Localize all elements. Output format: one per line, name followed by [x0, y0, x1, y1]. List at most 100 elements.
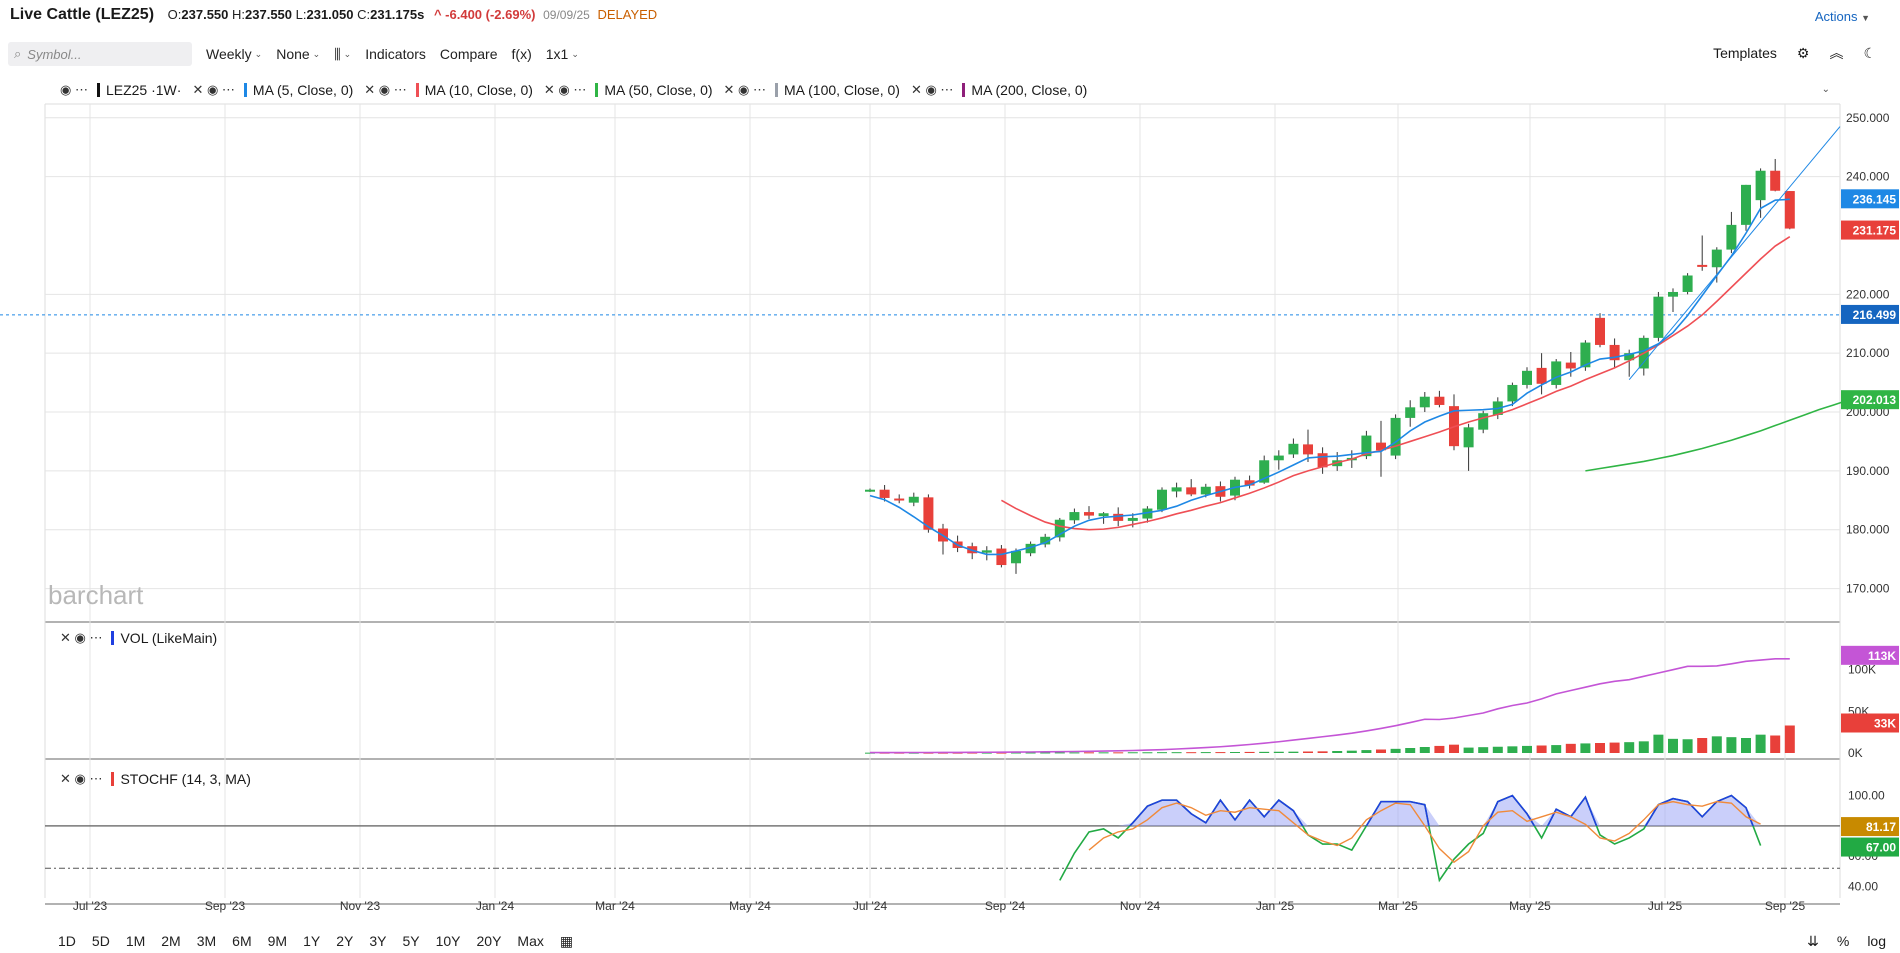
legend-ma50[interactable]: MA (50, Close, 0) — [604, 82, 713, 98]
ma50-price-tag: 202.013 — [1853, 393, 1897, 407]
none-dropdown[interactable]: None ⌄ — [276, 46, 320, 62]
indicators-button[interactable]: Indicators — [365, 46, 426, 62]
gear-icon[interactable]: ⚙ — [1796, 44, 1810, 61]
log-toggle[interactable]: log — [1867, 933, 1886, 949]
stoch-k-overbought-line — [1128, 794, 1754, 826]
candle-body — [1580, 342, 1591, 368]
range-button-6m[interactable]: 6M — [232, 933, 252, 949]
range-button-5y[interactable]: 5Y — [402, 933, 420, 949]
legend-ma10[interactable]: MA (10, Close, 0) — [424, 82, 533, 98]
volume-ma-tag-bg — [1841, 645, 1899, 665]
main-legend: ◉ ⋯ LEZ25 ·1W· ✕ ◉ ⋯ MA (5, Close, 0) ✕ … — [60, 82, 1087, 98]
x-tick-label: Jan '25 — [1256, 899, 1295, 913]
legend-ma200[interactable]: MA (200, Close, 0) — [971, 82, 1088, 98]
candle-body — [1770, 170, 1781, 191]
price-tick-label: 210.000 — [1846, 346, 1890, 360]
range-button-20y[interactable]: 20Y — [476, 933, 502, 949]
actions-menu[interactable]: Actions ▼ — [1815, 9, 1870, 24]
symbol-title[interactable]: Live Cattle (LEZ25) — [10, 6, 155, 23]
calendar-icon[interactable]: ▦ — [559, 933, 574, 949]
ma10-swatch — [415, 83, 419, 97]
legend-volume[interactable]: VOL (LikeMain) — [120, 630, 218, 646]
collapse-icon[interactable]: ︽ — [1829, 45, 1844, 61]
eye-icon[interactable]: ◉ ⋯ — [60, 82, 88, 97]
indicators-label: Indicators — [365, 46, 426, 62]
symbol-search-input[interactable]: ⌕ Symbol... — [8, 42, 192, 66]
chart-background — [0, 68, 1900, 928]
compare-button[interactable]: Compare — [440, 46, 498, 62]
layout-dropdown[interactable]: 1x1 ⌄ — [546, 46, 579, 62]
close-icon[interactable]: ✕ ◉ ⋯ — [192, 82, 235, 97]
range-button-1d[interactable]: 1D — [58, 933, 76, 949]
range-button-2y[interactable]: 2Y — [336, 933, 354, 949]
range-button-9m[interactable]: 9M — [267, 933, 288, 949]
range-button-5d[interactable]: 5D — [91, 933, 110, 949]
candle-body — [1741, 184, 1751, 225]
x-tick-label: Jul '24 — [853, 899, 888, 913]
volume-bar — [1346, 750, 1357, 753]
legend-ma5[interactable]: MA (5, Close, 0) — [252, 82, 354, 98]
chart-canvas[interactable]: 170.000180.000190.000200.000210.000220.0… — [0, 68, 1900, 928]
candle-body — [879, 489, 890, 498]
open-label: O: — [167, 7, 182, 22]
volume-bar — [1025, 752, 1036, 754]
volume-bar — [1171, 752, 1182, 754]
stoch-d-tag-bg — [1841, 817, 1899, 837]
chevron-down-icon: ⌄ — [571, 48, 579, 59]
range-button-3y[interactable]: 3Y — [369, 933, 387, 949]
candle-body — [1098, 513, 1109, 517]
function-button[interactable]: f(x) — [512, 46, 532, 62]
x-tick-label: May '25 — [1509, 899, 1551, 913]
legend-stoch[interactable]: STOCHF (14, 3, MA) — [120, 771, 251, 787]
stoch-k-tag-bg — [1841, 837, 1899, 857]
range-button-2m[interactable]: 2M — [161, 933, 181, 949]
range-button-1m[interactable]: 1M — [125, 933, 146, 949]
interval-dropdown[interactable]: Weekly ⌄ — [206, 46, 262, 62]
close-icon[interactable]: ✕ ◉ ⋯ — [543, 82, 587, 97]
close-icon[interactable]: ✕ ◉ ⋯ — [364, 82, 407, 97]
close-icon[interactable]: ✕ ◉ ⋯ — [723, 82, 766, 97]
legend-ma100[interactable]: MA (100, Close, 0) — [784, 82, 900, 98]
candle-body — [1784, 191, 1795, 229]
interval-label: Weekly — [206, 46, 252, 62]
candle-body — [1697, 264, 1708, 267]
volume-bar — [1726, 737, 1737, 753]
chart-type-dropdown[interactable]: ⫼ ⌄ — [334, 46, 351, 63]
close-icon[interactable]: ✕ ◉ ⋯ — [60, 771, 103, 786]
volume-last-tag-bg — [1841, 713, 1899, 733]
close-icon[interactable]: ✕ ◉ ⋯ — [910, 82, 954, 97]
candle-body — [1653, 296, 1664, 338]
legend-symbol[interactable]: LEZ25 ·1W· — [105, 82, 182, 98]
expand-icon[interactable]: ⇊ — [1807, 933, 1819, 949]
dark-mode-icon[interactable]: ☾ — [1863, 44, 1876, 61]
x-tick-label: May '24 — [729, 899, 771, 913]
barchart-watermark: barchart — [48, 580, 144, 610]
pane-collapse-icon[interactable]: ⌄ — [1821, 84, 1830, 95]
trendline — [1628, 126, 1841, 380]
volume-bar — [1580, 743, 1591, 753]
candle-body — [1478, 413, 1489, 430]
templates-button[interactable]: Templates — [1713, 45, 1777, 61]
candle-body — [1463, 427, 1474, 448]
volume-bar — [1215, 752, 1226, 754]
grid-lines — [0, 68, 1900, 928]
candle-body — [1273, 455, 1284, 461]
quote-bar: Live Cattle (LEZ25) O:237.550 H:237.550 … — [10, 6, 657, 30]
x-tick-label: Mar '25 — [1378, 899, 1418, 913]
volume-bar — [1711, 736, 1722, 753]
candle-body — [1127, 517, 1138, 521]
range-button-1y[interactable]: 1Y — [303, 933, 321, 949]
search-icon: ⌕ — [14, 46, 22, 61]
volume-bar — [1522, 745, 1532, 753]
price-tick-label: 240.000 — [1846, 170, 1890, 184]
last-price-tag: 231.175 — [1853, 224, 1897, 238]
volume-bar — [1653, 734, 1664, 753]
range-button-max[interactable]: Max — [517, 933, 544, 949]
close-icon[interactable]: ✕ ◉ ⋯ — [60, 630, 103, 645]
percent-toggle[interactable]: % — [1836, 933, 1850, 949]
range-button-3m[interactable]: 3M — [196, 933, 217, 949]
range-button-10y[interactable]: 10Y — [435, 933, 461, 949]
volume-bar — [1259, 751, 1270, 753]
change-value: ^ -6.400 (-2.69%) — [433, 7, 536, 22]
volume-bar — [1434, 745, 1445, 753]
